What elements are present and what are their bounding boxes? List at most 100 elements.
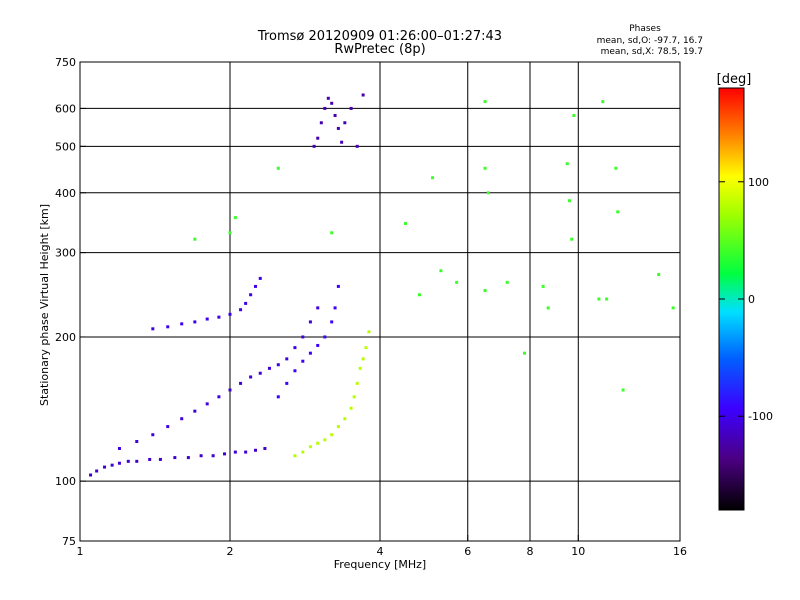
data-point <box>505 280 509 284</box>
data-point <box>89 473 93 477</box>
data-point <box>417 293 421 297</box>
grid-lines <box>80 62 680 541</box>
stats-line-x: mean, sd,X: 78.5, 19.7 <box>601 47 703 57</box>
x-tick-label: 8 <box>527 545 534 558</box>
chart-subtitle: RwPretec (8p) <box>334 42 425 57</box>
data-point <box>193 237 197 241</box>
data-point <box>316 441 320 445</box>
data-point <box>483 166 487 170</box>
data-point <box>541 284 545 288</box>
colorbar-tick-label: 100 <box>748 176 769 189</box>
data-point <box>217 395 221 399</box>
data-point <box>180 322 184 326</box>
data-point <box>546 306 550 310</box>
data-point <box>244 301 248 305</box>
data-point <box>330 231 334 235</box>
data-point <box>253 284 257 288</box>
data-point <box>483 289 487 293</box>
stats-line-o: mean, sd,O: -97.7, 16.7 <box>597 36 703 46</box>
data-point <box>523 351 527 355</box>
data-point <box>148 457 152 461</box>
data-point <box>293 369 297 373</box>
data-point <box>117 461 121 465</box>
data-point <box>117 446 121 450</box>
y-tick-label: 200 <box>55 331 76 344</box>
data-point <box>330 101 334 105</box>
y-tick-label: 750 <box>55 56 76 69</box>
data-point <box>316 136 320 140</box>
data-point <box>570 237 574 241</box>
data-point <box>367 330 371 334</box>
y-axis: 75 100 200 300 400 500 600 750 <box>55 56 86 548</box>
data-point <box>361 93 365 97</box>
data-point <box>616 210 620 214</box>
x-tick-label: 16 <box>673 545 687 558</box>
data-point <box>223 452 227 456</box>
data-point <box>597 297 601 301</box>
x-tick-label: 2 <box>227 545 234 558</box>
data-point <box>244 450 248 454</box>
data-point <box>135 440 139 444</box>
data-point <box>316 306 320 310</box>
x-tick-label: 6 <box>464 545 471 558</box>
data-point <box>308 445 312 449</box>
data-point <box>486 191 490 195</box>
data-point <box>323 335 327 339</box>
data-point <box>565 162 569 166</box>
data-point <box>228 312 232 316</box>
y-tick-label: 400 <box>55 187 76 200</box>
data-point <box>126 459 130 463</box>
data-point <box>228 388 232 392</box>
data-point <box>151 327 155 331</box>
data-point <box>333 113 337 117</box>
x-tick-label: 1 <box>77 545 84 558</box>
colorbar-ticks: 100 0 -100 <box>719 176 773 423</box>
data-point <box>258 276 262 280</box>
data-point <box>186 456 190 460</box>
data-point <box>671 306 675 310</box>
data-point <box>431 176 435 180</box>
data-point <box>343 417 347 421</box>
x-axis: 1 2 4 6 8 10 16 <box>77 535 687 558</box>
colorbar-tick-label: -100 <box>748 410 773 423</box>
data-point <box>173 456 177 460</box>
data-point <box>358 366 362 370</box>
data-point <box>483 100 487 104</box>
data-point <box>151 433 155 437</box>
data-point <box>267 366 271 370</box>
data-point <box>614 166 618 170</box>
x-tick-label: 4 <box>377 545 384 558</box>
y-tick-label: 75 <box>62 535 76 548</box>
colorbar-tick-label: 0 <box>748 293 755 306</box>
data-point <box>239 381 243 385</box>
data-point <box>103 465 107 469</box>
data-point <box>253 448 257 452</box>
data-point <box>211 454 215 458</box>
data-point <box>95 469 99 473</box>
data-point <box>276 166 280 170</box>
stats-heading: Phases <box>629 24 661 34</box>
data-points <box>89 93 675 477</box>
data-point <box>193 409 197 413</box>
data-point <box>135 459 139 463</box>
data-point <box>336 425 340 429</box>
y-tick-label: 500 <box>55 140 76 153</box>
data-point <box>323 106 327 110</box>
data-point <box>326 96 330 100</box>
data-point <box>323 438 327 442</box>
data-point <box>233 216 237 220</box>
data-point <box>249 375 253 379</box>
data-point <box>249 293 253 297</box>
data-point <box>228 231 232 235</box>
chart-title: Tromsø 20120909 01:26:00–01:27:43 <box>257 29 502 44</box>
data-point <box>293 454 297 458</box>
data-point <box>621 388 625 392</box>
y-tick-label: 100 <box>55 475 76 488</box>
data-point <box>572 113 576 117</box>
data-point <box>336 126 340 130</box>
data-point <box>455 280 459 284</box>
data-point <box>333 306 337 310</box>
data-point <box>364 346 368 350</box>
data-point <box>199 454 203 458</box>
